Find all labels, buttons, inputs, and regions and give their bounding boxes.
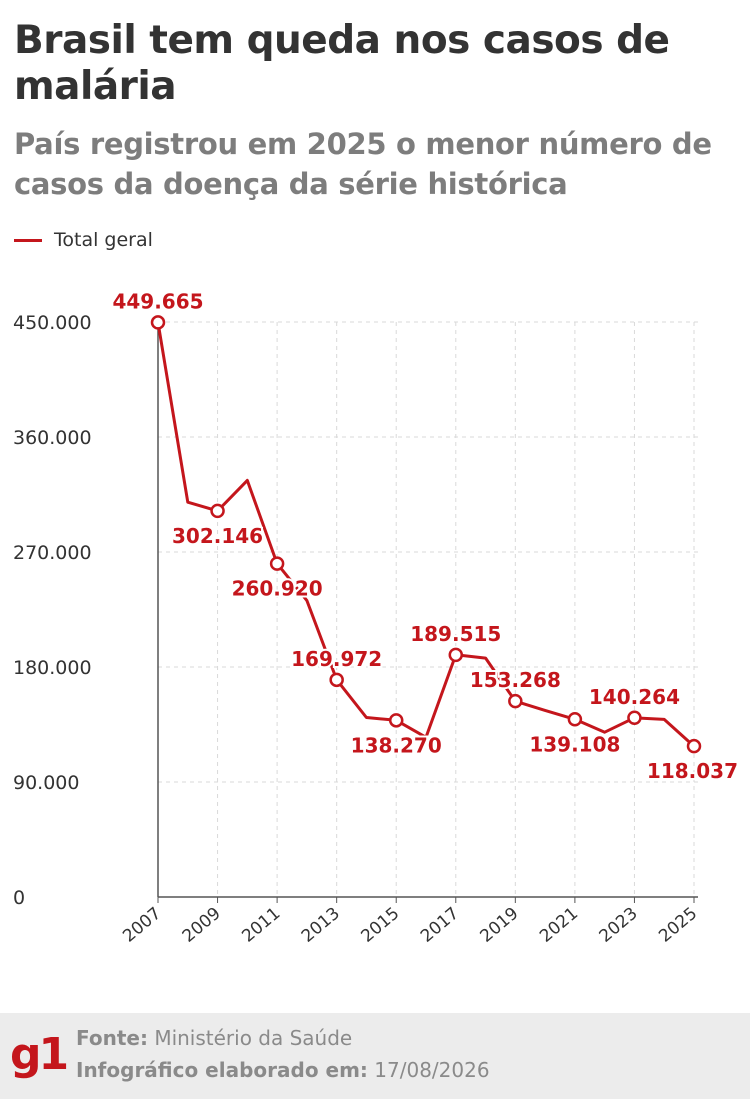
y-tick-label: 90.000 — [13, 772, 79, 794]
g1-logo: g1 — [10, 1029, 69, 1080]
legend-swatch — [14, 238, 42, 242]
data-label: 153.268 — [470, 668, 561, 692]
date-line: Infográfico elaborado em: 17/08/2026 — [76, 1058, 490, 1082]
chart-title: Brasil tem queda nos casos de malária — [14, 18, 670, 109]
x-tick-label: 2013 — [298, 904, 344, 947]
x-tick-label: 2017 — [417, 904, 463, 947]
data-label: 169.972 — [291, 647, 382, 671]
data-point — [448, 647, 464, 663]
data-point — [150, 315, 166, 330]
grid — [158, 321, 698, 897]
data-points — [150, 315, 702, 754]
source-value: Ministério da Saúde — [154, 1026, 353, 1050]
x-tick-label: 2015 — [357, 904, 403, 947]
x-tick-label: 2009 — [179, 904, 225, 947]
y-tick-label: 270.000 — [13, 542, 92, 564]
data-point — [388, 713, 404, 728]
data-point — [269, 556, 285, 571]
data-label: 140.264 — [589, 685, 680, 709]
y-tick-label: 360.000 — [13, 427, 92, 449]
source-line: Fonte: Ministério da Saúde — [76, 1026, 352, 1050]
y-tick-label: 450.000 — [13, 312, 92, 334]
x-tick-label: 2011 — [238, 904, 284, 947]
legend: Total geral — [14, 228, 153, 252]
data-label: 260.920 — [232, 577, 323, 601]
y-tick-label: 180.000 — [13, 657, 92, 679]
x-tick-label: 2025 — [655, 904, 701, 947]
source-label: Fonte: — [76, 1026, 148, 1050]
legend-label: Total geral — [54, 229, 153, 251]
data-point — [508, 693, 523, 709]
chart-subtitle: País registrou em 2025 o menor número de… — [14, 127, 712, 201]
data-point — [329, 672, 344, 688]
data-label: 189.515 — [410, 622, 501, 646]
data-point — [686, 738, 702, 754]
series-line-total-geral — [156, 322, 696, 748]
footer: g1 Fonte: Ministério da Saúde Infográfic… — [0, 1013, 750, 1099]
data-label: 139.108 — [529, 732, 620, 756]
data-point — [210, 503, 225, 519]
data-label: 302.146 — [172, 524, 263, 548]
series-line-group — [156, 322, 696, 748]
data-label: 118.037 — [647, 759, 738, 783]
data-point — [627, 710, 642, 726]
x-tick-label: 2023 — [596, 904, 642, 947]
x-tick-label: 2007 — [119, 904, 165, 947]
data-label: 138.270 — [351, 733, 442, 757]
data-label: 449.665 — [112, 289, 203, 313]
data-labels: 449.665 302.146 260.920 169.972 138.270 189.5… — [110, 287, 740, 785]
x-tick-label: 2021 — [536, 904, 582, 947]
date-value: 17/08/2026 — [374, 1058, 490, 1082]
data-point — [567, 712, 583, 727]
y-tick-label: 0 — [13, 887, 25, 909]
line-chart: 0 90.000 180.000 270.000 360.000 450.000 2007 2… — [13, 287, 740, 947]
x-tick-label: 2019 — [477, 904, 523, 947]
date-label: Infográfico elaborado em: — [76, 1058, 368, 1082]
axes: 0 90.000 180.000 270.000 360.000 450.000 2007 2… — [13, 312, 701, 947]
